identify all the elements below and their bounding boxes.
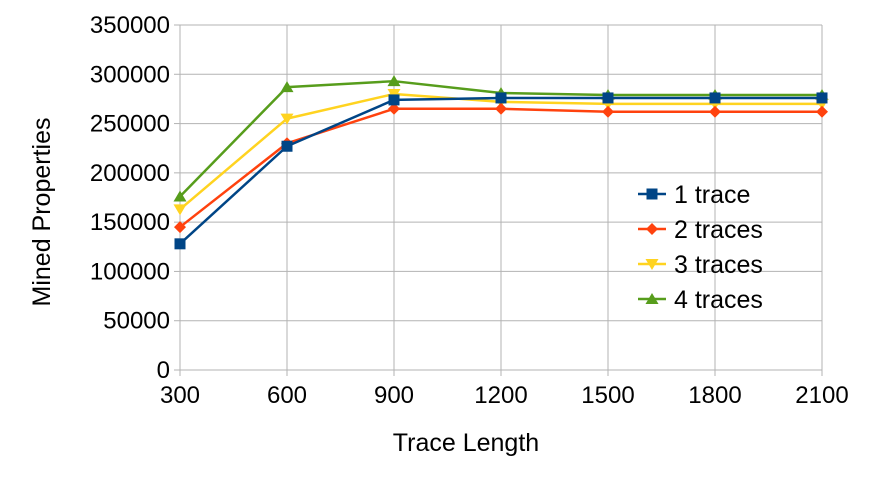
data-point <box>709 105 721 118</box>
data-point <box>174 238 186 250</box>
data-point <box>173 190 187 202</box>
legend-marker <box>646 223 658 235</box>
y-tick-label: 300000 <box>90 61 170 88</box>
series-1 <box>174 92 828 250</box>
data-point <box>388 94 400 106</box>
data-point <box>387 75 401 87</box>
x-axis-ticks: 300 600 900 1200 1500 1800 2100 <box>160 382 849 409</box>
data-point <box>709 92 721 104</box>
legend-marker <box>645 259 659 270</box>
data-point <box>174 221 186 234</box>
x-tick-label: 1500 <box>581 382 634 409</box>
data-point <box>816 105 828 118</box>
legend-marker <box>645 293 659 304</box>
y-tick-label: 0 <box>157 357 170 384</box>
data-point <box>495 92 507 104</box>
data-point <box>173 204 187 216</box>
x-tick-label: 900 <box>374 382 414 409</box>
legend-label: 2 traces <box>674 216 763 244</box>
x-tick-label: 300 <box>160 382 200 409</box>
x-axis-title: Trace Length <box>393 429 539 457</box>
x-tick-label: 1200 <box>474 382 527 409</box>
legend-marker <box>646 188 658 200</box>
y-tick-label: 250000 <box>90 111 170 138</box>
y-tick-label: 150000 <box>90 209 170 236</box>
data-point <box>495 102 507 115</box>
data-point <box>281 140 293 152</box>
x-tick-label: 2100 <box>795 382 848 409</box>
legend-item: 1 trace <box>638 181 750 209</box>
y-tick-label: 200000 <box>90 160 170 187</box>
data-point <box>280 81 294 93</box>
y-axis-ticks: 0 50000 100000 150000 200000 250000 300000 3500… <box>90 12 170 384</box>
legend-item: 4 traces <box>638 286 763 314</box>
x-tick-label: 1800 <box>688 382 741 409</box>
data-point <box>388 102 400 115</box>
legend: 1 trace 2 traces 3 traces 4 traces <box>638 181 763 314</box>
data-point <box>280 113 294 125</box>
y-tick-label: 50000 <box>103 308 170 335</box>
data-point <box>816 92 828 104</box>
x-tick-label: 600 <box>267 382 307 409</box>
y-axis-title: Mined Properties <box>28 118 56 307</box>
legend-label: 3 traces <box>674 251 763 279</box>
legend-label: 1 trace <box>674 181 750 209</box>
data-point <box>602 92 614 104</box>
legend-label: 4 traces <box>674 286 763 314</box>
legend-item: 2 traces <box>638 216 763 244</box>
legend-item: 3 traces <box>638 251 763 279</box>
y-tick-label: 350000 <box>90 12 170 39</box>
y-tick-label: 100000 <box>90 258 170 285</box>
data-point <box>602 105 614 118</box>
series-group <box>173 75 829 250</box>
